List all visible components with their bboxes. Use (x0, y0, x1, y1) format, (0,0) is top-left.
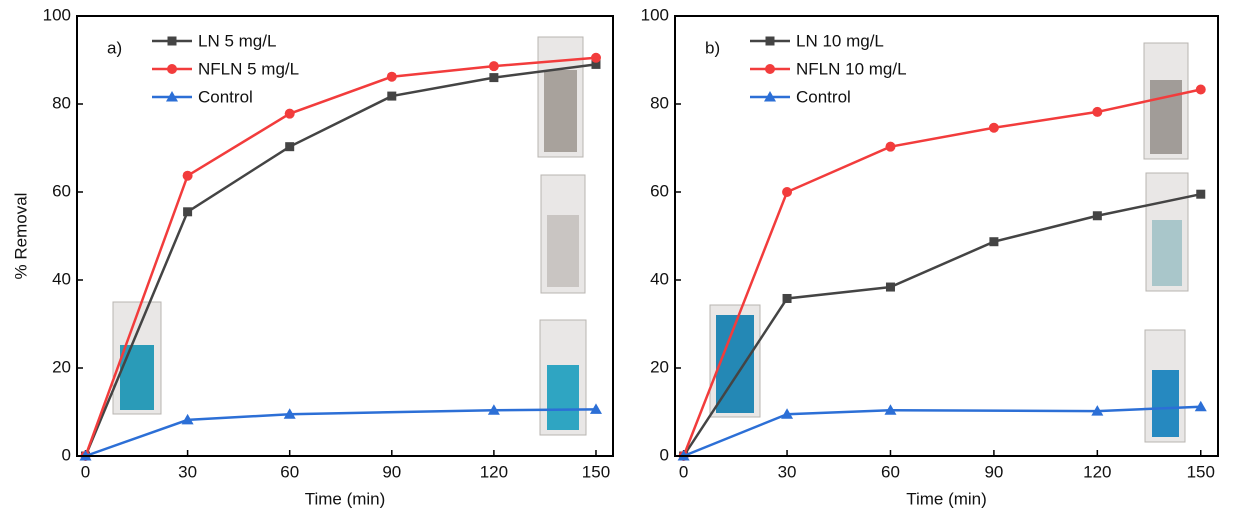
y-tick-label: 0 (660, 445, 669, 464)
y-tick-label: 60 (52, 181, 71, 200)
marker-square (885, 282, 895, 292)
marker-circle (488, 61, 499, 72)
x-tick-label: 60 (881, 462, 900, 481)
marker-square (285, 142, 295, 152)
marker-triangle (283, 408, 296, 419)
marker-square (183, 207, 193, 217)
y-tick-label: 20 (650, 357, 669, 376)
legend-marker (764, 91, 776, 102)
series-line (85, 408, 596, 458)
legend-marker (166, 91, 178, 102)
x-axis-title: Time (min) (305, 489, 386, 508)
marker-circle (1092, 106, 1103, 117)
cuvette-liquid (544, 70, 577, 152)
x-tick-label: 150 (582, 462, 610, 481)
x-tick-label: 30 (778, 462, 797, 481)
legend-label: NFLN 10 mg/L (796, 59, 907, 78)
x-tick-label: 60 (280, 462, 299, 481)
legend-marker (765, 36, 775, 46)
legend-marker (167, 36, 177, 46)
cuvette-liquid (1150, 80, 1182, 154)
series-line (682, 88, 1202, 457)
marker-triangle (589, 403, 602, 414)
marker-triangle (181, 413, 194, 425)
cuvette-photos (112, 36, 1189, 443)
cuvette-liquid (120, 345, 154, 410)
marker-circle (386, 71, 397, 82)
legend-label: Control (198, 87, 253, 106)
legend-label: Control (796, 87, 851, 106)
series-line (84, 63, 597, 457)
y-tick-label: 100 (43, 5, 71, 24)
x-tick-label: 0 (679, 462, 688, 481)
marker-square (591, 59, 601, 69)
legend-triangle (166, 91, 178, 102)
series-line (683, 405, 1201, 458)
y-tick-label: 80 (650, 93, 669, 112)
legend-marker (765, 64, 775, 74)
x-tick-label: 120 (480, 462, 508, 481)
x-tick-label: 150 (1187, 462, 1215, 481)
y-tick-label: 40 (52, 269, 71, 288)
legend-label: NFLN 5 mg/L (198, 59, 299, 78)
marker-triangle (1091, 405, 1104, 416)
x-axis-title: Time (min) (906, 489, 987, 508)
marker-triangle (781, 408, 794, 419)
marker-square (489, 73, 499, 83)
y-tick-label: 80 (52, 93, 71, 112)
marker-circle (988, 122, 999, 133)
x-tick-label: 90 (382, 462, 401, 481)
legend-circle (765, 64, 775, 74)
series (678, 84, 1206, 461)
marker-circle (885, 141, 896, 152)
marker-circle (284, 108, 295, 119)
marker-circle (1195, 84, 1206, 95)
marker-triangle (487, 404, 500, 415)
legend-label: LN 10 mg/L (796, 31, 884, 50)
cuvette-liquid (547, 365, 579, 430)
series (677, 400, 1207, 461)
y-tick-label: 100 (641, 5, 669, 24)
x-tick-label: 30 (178, 462, 197, 481)
y-tick-label: 60 (650, 181, 669, 200)
series-line (84, 56, 597, 457)
y-tick-label: 20 (52, 357, 71, 376)
legend-label: LN 5 mg/L (198, 31, 276, 50)
marker-square (1092, 211, 1102, 221)
legend-square (765, 36, 775, 46)
marker-circle (782, 187, 793, 197)
marker-square (989, 237, 999, 247)
legend-triangle (764, 91, 776, 102)
series-line (682, 192, 1202, 457)
cuvette-liquid (1152, 220, 1182, 286)
plot-frame (76, 15, 614, 457)
cuvette-liquid (547, 215, 579, 287)
marker-circle (182, 170, 193, 181)
y-axis-title: % Removal (11, 193, 30, 280)
marker-square (782, 293, 792, 303)
legend-marker (167, 64, 177, 74)
plot-frame (674, 15, 1219, 457)
y-tick-label: 40 (650, 269, 669, 288)
marker-triangle (884, 404, 897, 415)
x-tick-label: 90 (984, 462, 1003, 481)
legend-square (167, 36, 177, 46)
marker-square (387, 91, 397, 101)
panel-label: a) (107, 38, 122, 57)
y-tick-label: 0 (62, 445, 71, 464)
marker-square (1196, 189, 1206, 199)
panel-label: b) (705, 38, 720, 57)
marker-triangle (1194, 400, 1207, 412)
series (79, 403, 602, 461)
x-tick-label: 120 (1083, 462, 1111, 481)
legend-circle (167, 64, 177, 74)
x-tick-label: 0 (81, 462, 90, 481)
cuvette-liquid (1152, 370, 1179, 437)
marker-circle (590, 52, 601, 63)
